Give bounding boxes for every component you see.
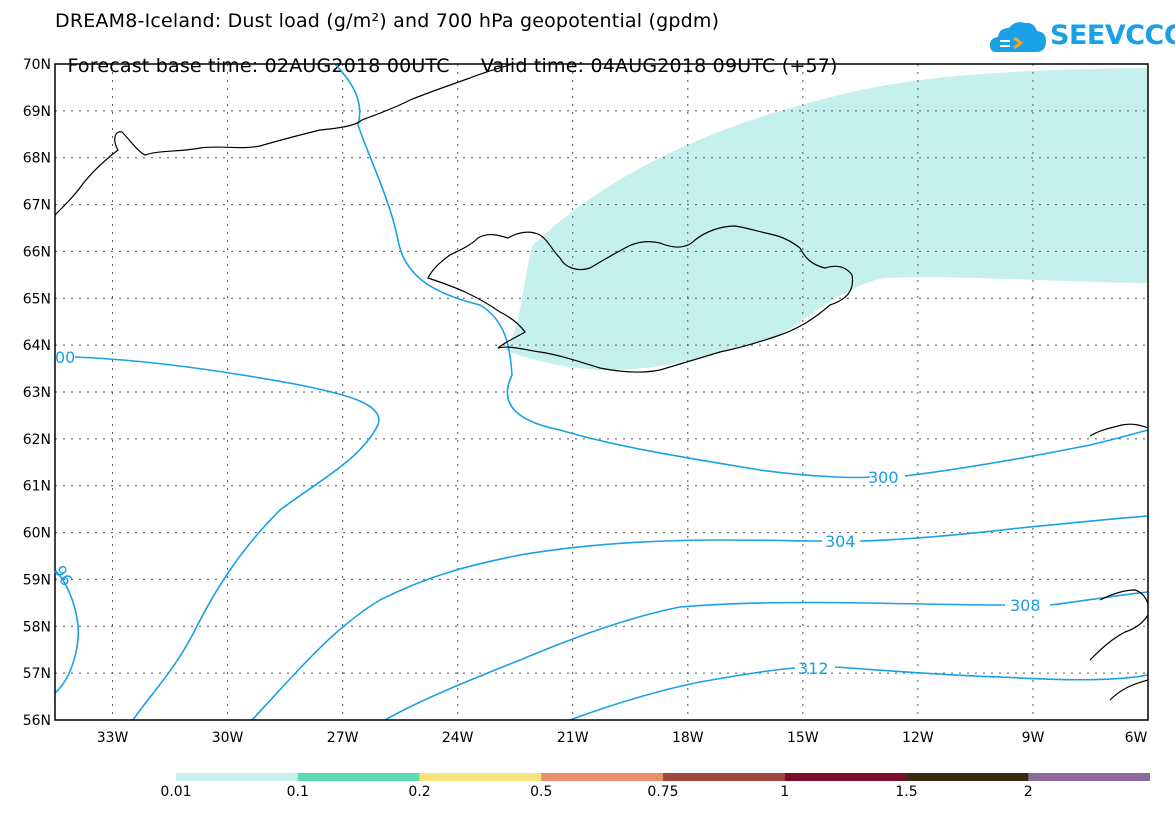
valid-time: Valid time: 04AUG2018 09UTC (+57) (480, 55, 838, 77)
colorbar-label: 1.5 (895, 784, 918, 800)
lon-tick-label: 12W (902, 730, 934, 746)
colorbar-segment (176, 773, 299, 781)
lon-tick-label: 27W (327, 730, 359, 746)
plot-frame (54, 63, 1149, 721)
colorbar-label: 2 (1023, 784, 1033, 800)
iceland-coast (427, 225, 854, 373)
colorbar-segment (1028, 773, 1150, 781)
faroe-islands (1089, 423, 1148, 437)
colorbar-label: 0.1 (286, 784, 309, 800)
colorbar-label: 0.75 (647, 784, 679, 800)
contour-label-308: 308 (1010, 596, 1041, 615)
greenland-coast (55, 64, 513, 216)
graticule (55, 64, 1148, 720)
contour-300-left (74, 356, 380, 720)
scotland-coast (1089, 589, 1148, 701)
cloud-logo-icon (990, 22, 1046, 52)
lat-tick-label: 59N (23, 572, 51, 588)
lat-tick-label: 57N (23, 666, 51, 682)
lon-tick-label: 21W (557, 730, 589, 746)
colorbar-segment (663, 773, 786, 781)
lat-tick-label: 68N (23, 151, 51, 167)
contour-label-300: 300 (868, 468, 899, 487)
colorbar-label: 0.2 (408, 784, 431, 800)
chart-subtitle: Forecast base time: 02AUG2018 00UTC Vali… (55, 33, 838, 77)
contour-label-304: 304 (825, 532, 856, 551)
colorbar-segment (541, 773, 664, 781)
lat-tick-label: 60N (23, 526, 51, 542)
colorbar-segment (297, 773, 420, 781)
lat-tick-label: 65N (23, 291, 51, 307)
lat-tick-label: 58N (23, 619, 51, 635)
contour-300 (334, 64, 1148, 479)
contour-label-312: 312 (798, 659, 829, 678)
colorbar-segment (419, 773, 542, 781)
lon-tick-label: 9W (1022, 730, 1045, 746)
lon-tick-label: 33W (97, 730, 129, 746)
lat-tick-label: 61N (23, 479, 51, 495)
lat-tick-label: 62N (23, 432, 51, 448)
colorbar-segment (906, 773, 1029, 781)
lat-tick-label: 70N (23, 57, 51, 73)
contour-label-296: 96 (50, 562, 77, 589)
contour-304 (251, 515, 1148, 720)
lon-tick-label: 24W (442, 730, 474, 746)
lat-tick-label: 64N (23, 338, 51, 354)
lon-tick-label: 15W (787, 730, 819, 746)
colorbar-label: 1 (780, 784, 790, 800)
lat-tick-label: 63N (23, 385, 51, 401)
contour-296 (55, 569, 80, 694)
lon-tick-label: 6W (1125, 730, 1148, 746)
forecast-base-time: Forecast base time: 02AUG2018 00UTC (67, 55, 450, 77)
colorbar-segment (784, 773, 907, 781)
lat-tick-label: 56N (23, 713, 51, 729)
colorbar-label: 0.01 (160, 784, 192, 800)
dust-load-area (505, 68, 1148, 370)
colorbar-label: 0.5 (530, 784, 553, 800)
lat-tick-label: 69N (23, 104, 51, 120)
lon-tick-label: 18W (672, 730, 704, 746)
contour-label-300-left: 00 (55, 348, 75, 367)
lat-tick-label: 67N (23, 198, 51, 214)
chart-title: DREAM8-Iceland: Dust load (g/m²) and 700… (55, 10, 720, 32)
logo-text: SEEVCCC (1050, 20, 1175, 51)
lat-tick-label: 66N (23, 244, 51, 260)
colorbar (176, 773, 1150, 781)
lon-tick-label: 30W (212, 730, 244, 746)
coastlines (55, 64, 1148, 701)
contour-312 (569, 666, 1148, 720)
